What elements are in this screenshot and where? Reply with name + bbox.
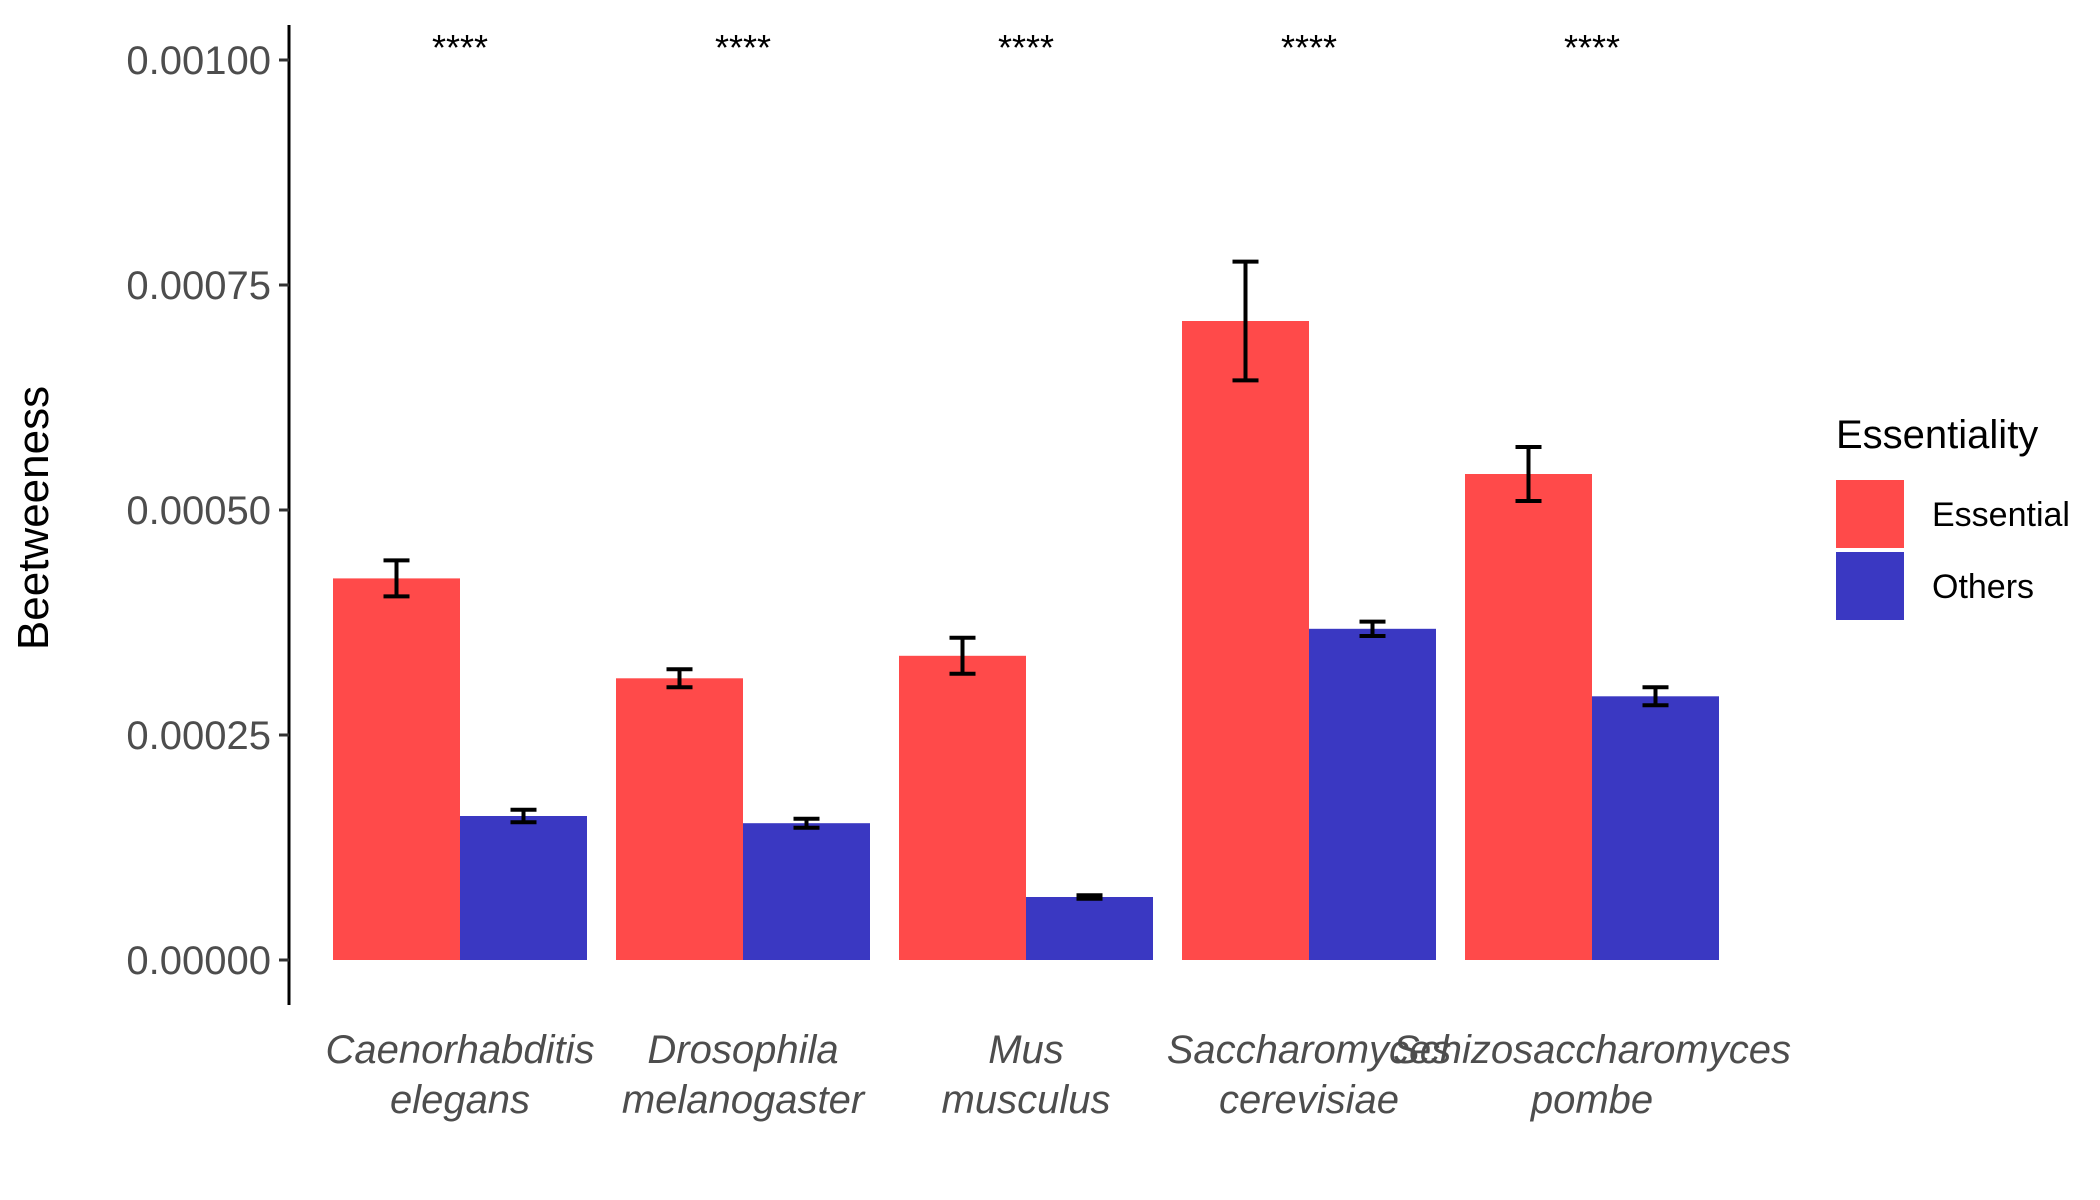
legend-title: Essentiality bbox=[1836, 413, 2038, 457]
error-bar bbox=[1076, 893, 1103, 901]
y-tick-label: 0.00025 bbox=[126, 714, 271, 758]
category-label: pombe bbox=[1530, 1078, 1653, 1122]
category-label: Saccharomyces bbox=[1167, 1028, 1452, 1072]
category-labels: **** Caenorhabditis elegans **** Drosophila m… bbox=[325, 27, 1791, 1122]
bar-others bbox=[1026, 897, 1153, 960]
category-label: Drosophila bbox=[647, 1028, 838, 1072]
error-bar bbox=[793, 816, 820, 830]
error-bar bbox=[949, 635, 976, 676]
category-label: melanogaster bbox=[622, 1078, 866, 1122]
legend-label: Others bbox=[1932, 568, 2034, 606]
legend-label: Essential bbox=[1932, 496, 2070, 534]
error-bar bbox=[510, 807, 537, 825]
bar-others bbox=[1309, 628, 1436, 960]
y-tick-label: 0.00100 bbox=[126, 39, 271, 83]
y-axis-title: Beetweeness bbox=[9, 386, 58, 650]
y-axis: 0.00000 0.00025 0.00050 0.00075 0.00100 bbox=[126, 25, 291, 1005]
error-bar bbox=[1232, 259, 1259, 383]
y-tick-label: 0.00050 bbox=[126, 489, 271, 533]
significance-label: **** bbox=[998, 27, 1054, 68]
legend-key-essential bbox=[1836, 480, 1904, 548]
bar-essential bbox=[1182, 321, 1309, 960]
significance-label: **** bbox=[432, 27, 488, 68]
category-label: elegans bbox=[390, 1078, 530, 1122]
significance-label: **** bbox=[1281, 27, 1337, 68]
category-label: cerevisiae bbox=[1219, 1078, 1399, 1122]
category-label: Mus bbox=[988, 1028, 1064, 1072]
error-bar bbox=[1359, 619, 1386, 638]
bars bbox=[333, 259, 1719, 960]
significance-label: **** bbox=[1564, 27, 1620, 68]
significance-label: **** bbox=[715, 27, 771, 68]
bar-essential bbox=[333, 578, 460, 960]
bar-essential bbox=[616, 678, 743, 960]
legend: Essentiality Essential Others bbox=[1836, 413, 2070, 620]
y-tick-label: 0.00000 bbox=[126, 939, 271, 983]
error-bar bbox=[383, 558, 410, 599]
bar-others bbox=[743, 823, 870, 960]
category-label: Schizosaccharomyces bbox=[1393, 1028, 1791, 1072]
error-bar bbox=[1515, 445, 1542, 503]
error-bar bbox=[666, 667, 693, 690]
bar-essential bbox=[899, 655, 1026, 960]
error-bar bbox=[1642, 685, 1669, 708]
category-label: musculus bbox=[942, 1078, 1111, 1122]
bar-others bbox=[1592, 696, 1719, 960]
category-label: Caenorhabditis bbox=[325, 1028, 594, 1072]
bar-others bbox=[460, 816, 587, 960]
y-tick-label: 0.00075 bbox=[126, 264, 271, 308]
bar-essential bbox=[1465, 474, 1592, 960]
legend-key-others bbox=[1836, 552, 1904, 620]
